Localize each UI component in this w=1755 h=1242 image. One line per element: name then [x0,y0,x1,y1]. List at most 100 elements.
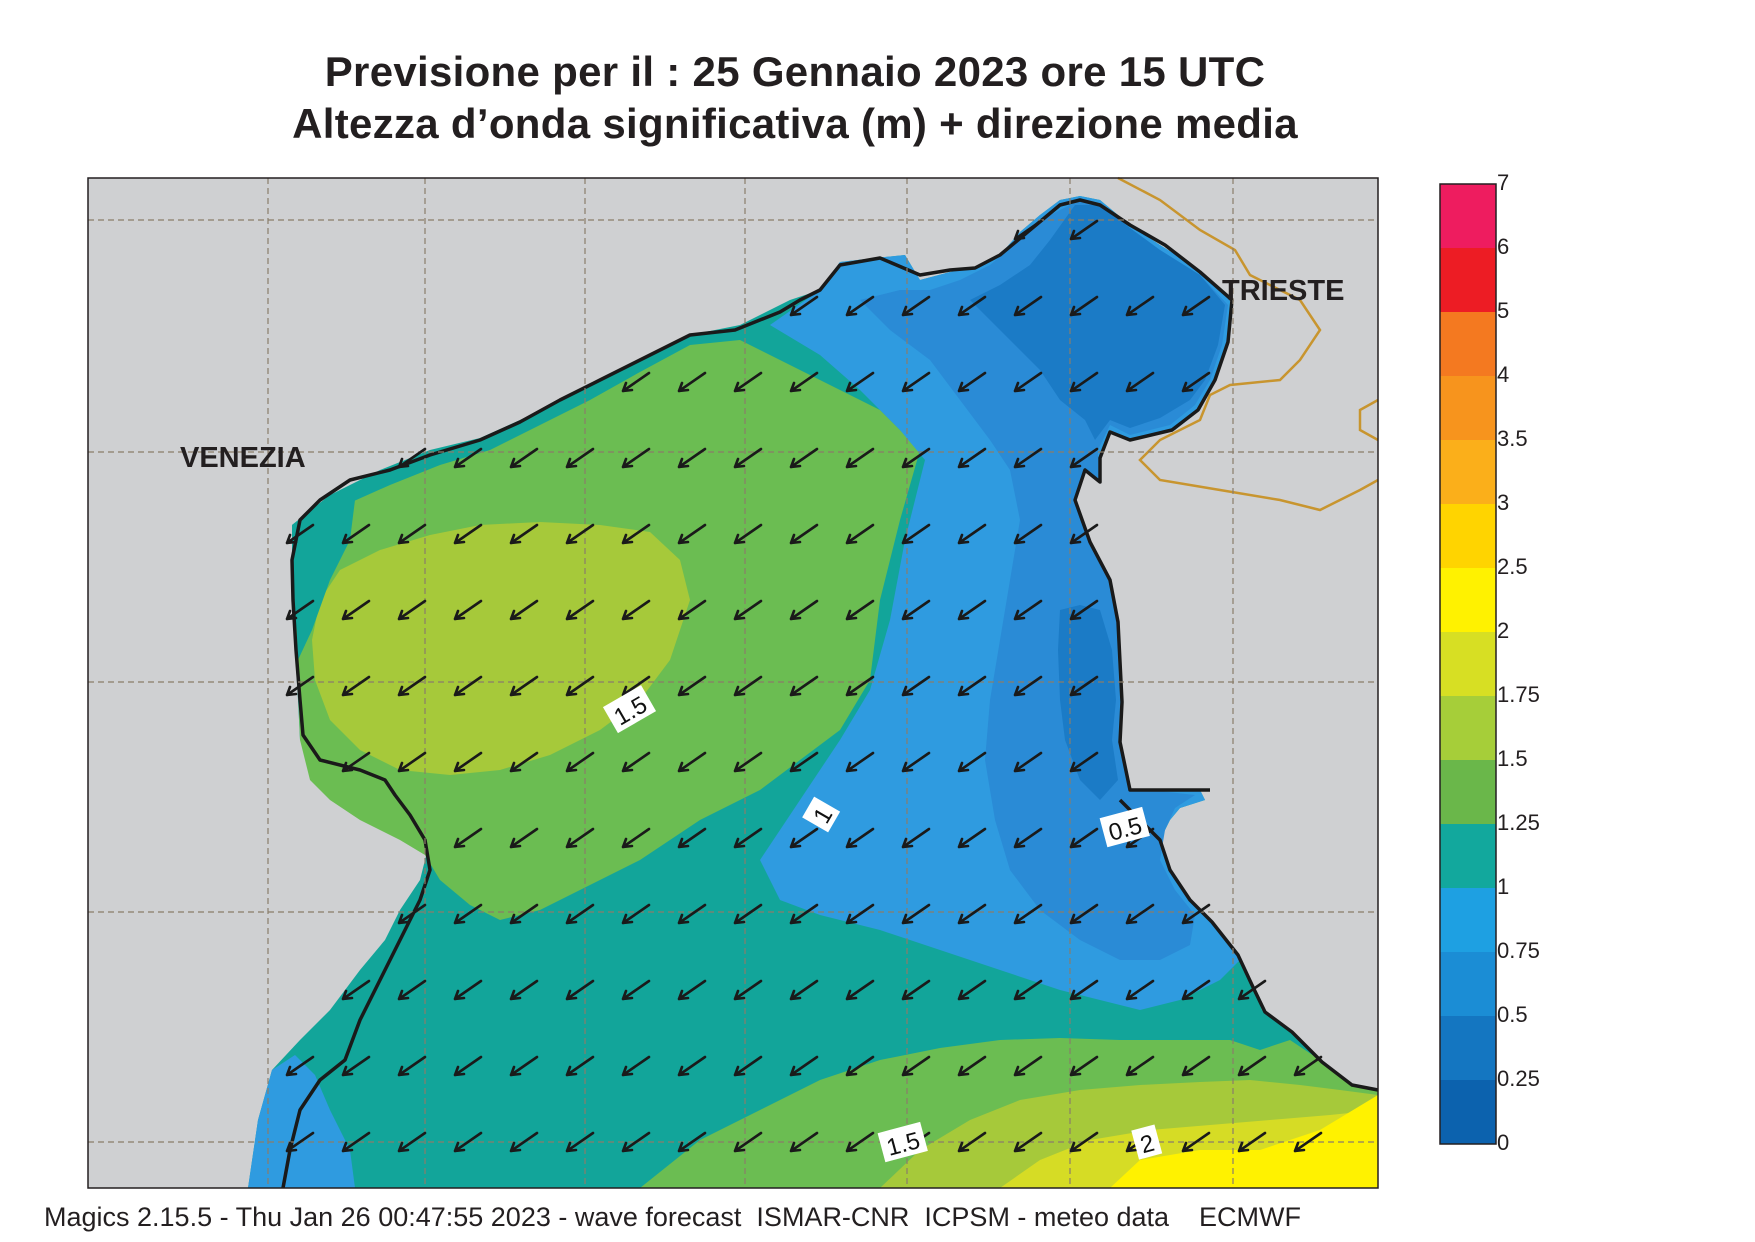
direction-arrow [789,751,819,773]
direction-arrow [789,1131,819,1153]
direction-arrow [957,523,987,545]
direction-arrow [1069,1131,1099,1153]
direction-arrow [789,979,819,1001]
direction-arrow [1125,295,1155,317]
direction-arrow [397,1131,427,1153]
direction-arrow [1181,1131,1211,1153]
direction-arrow [901,979,931,1001]
legend-swatch [1440,1080,1496,1145]
direction-arrow [677,447,707,469]
direction-arrow [957,599,987,621]
coastline [281,198,1379,1189]
direction-arrow [565,599,595,621]
direction-arrow [285,599,315,621]
direction-arrow [565,523,595,545]
direction-arrow [789,827,819,849]
direction-arrow [901,295,931,317]
legend-swatch [1440,440,1496,505]
direction-arrow [957,295,987,317]
contour-band-1-5 [312,522,690,775]
direction-arrow [677,751,707,773]
direction-arrow [1237,979,1267,1001]
direction-arrow [1181,371,1211,393]
direction-arrow [845,295,875,317]
direction-arrow [845,523,875,545]
direction-arrow [397,1055,427,1077]
direction-arrow [1069,599,1099,621]
direction-arrow [621,827,651,849]
direction-arrow [789,1055,819,1077]
legend-swatch [1440,952,1496,1017]
direction-arrow [845,979,875,1001]
direction-arrow [957,903,987,925]
direction-arrow [677,1131,707,1153]
map-title: Previsione per il : 25 Gennaio 2023 ore … [324,48,1266,95]
direction-arrow [621,447,651,469]
direction-arrow [733,371,763,393]
direction-arrow [789,371,819,393]
direction-arrow [1013,751,1043,773]
direction-arrow [957,1131,987,1153]
legend-tick-label: 0.25 [1497,1066,1540,1091]
map-border [87,177,1379,1189]
direction-arrow [901,675,931,697]
direction-arrow [453,903,483,925]
direction-arrow [957,827,987,849]
direction-arrow [509,523,539,545]
direction-arrow [453,599,483,621]
direction-arrow [1069,295,1099,317]
direction-arrow [677,675,707,697]
direction-arrow [285,1055,315,1077]
map-subtitle: Altezza d’onda significativa (m) + direz… [292,100,1298,147]
direction-arrow [341,599,371,621]
direction-arrow [341,979,371,1001]
direction-arrow [1125,371,1155,393]
direction-arrow [453,675,483,697]
direction-arrow [285,523,315,545]
wave-direction-arrows [285,219,1323,1153]
legend-swatch [1440,1016,1496,1081]
direction-arrow [1069,1055,1099,1077]
direction-arrow [957,371,987,393]
city-label-trieste: TRIESTE [1222,275,1344,307]
direction-arrow [845,447,875,469]
direction-arrow [1069,751,1099,773]
direction-arrow [509,1131,539,1153]
direction-arrow [957,447,987,469]
direction-arrow [565,1131,595,1153]
direction-arrow [1181,295,1211,317]
direction-arrow [1181,903,1211,925]
direction-arrow [733,903,763,925]
direction-arrow [621,979,651,1001]
direction-arrow [565,827,595,849]
contour-band-0-75-sw [248,1055,355,1188]
direction-arrow [397,523,427,545]
legend-tick-label: 1.25 [1497,810,1540,835]
legend-swatch [1440,632,1496,697]
direction-arrow [845,675,875,697]
direction-arrow [1013,599,1043,621]
direction-arrow [1013,219,1043,241]
contour-band-2 [1110,1095,1378,1188]
legend-swatch [1440,760,1496,825]
legend-swatch [1440,888,1496,953]
direction-arrow [845,1055,875,1077]
direction-arrow [789,523,819,545]
legend-tick-label: 0 [1497,1130,1510,1155]
direction-arrow [733,523,763,545]
legend-swatch [1440,568,1496,633]
direction-arrow [565,903,595,925]
direction-arrow [1125,1055,1155,1077]
direction-arrow [1293,1131,1323,1153]
direction-arrow [1013,1131,1043,1153]
direction-arrow [1013,371,1043,393]
legend-swatch [1440,376,1496,441]
direction-arrow [621,1055,651,1077]
direction-arrow [285,1131,315,1153]
direction-arrow [789,599,819,621]
direction-arrow [677,523,707,545]
direction-arrow [901,827,931,849]
direction-arrow [677,903,707,925]
footer-credits: Magics 2.15.5 - Thu Jan 26 00:47:55 2023… [44,1202,1302,1232]
